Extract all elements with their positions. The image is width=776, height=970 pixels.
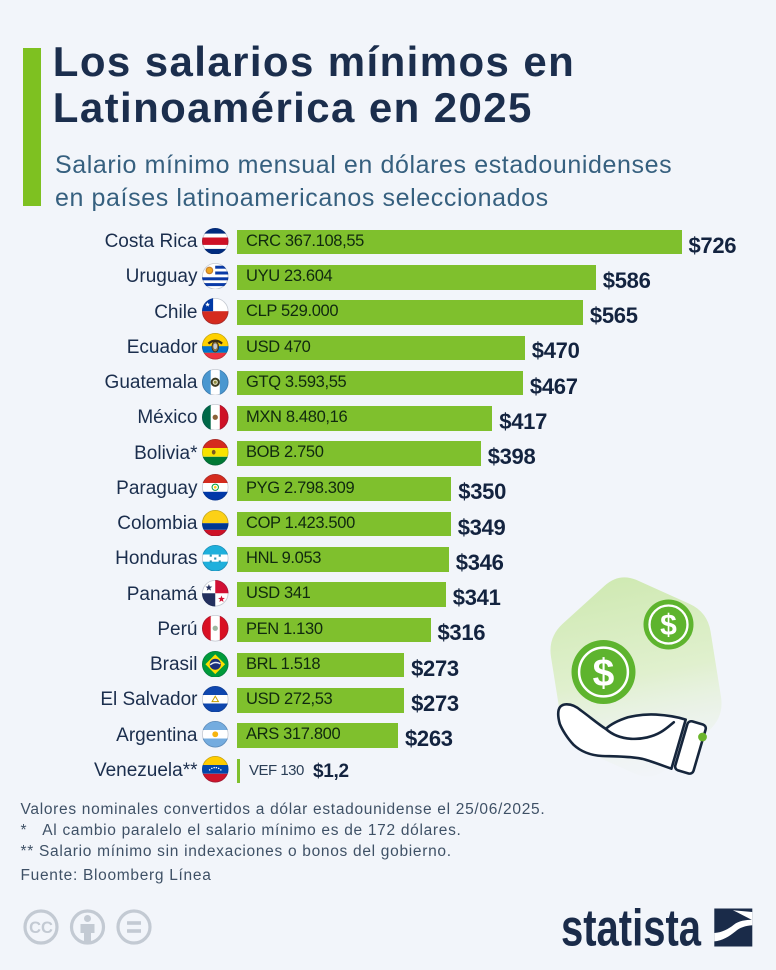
svg-text:$: $ xyxy=(593,652,615,695)
svg-text:statista: statista xyxy=(561,899,702,955)
svg-text:$: $ xyxy=(660,609,677,642)
svg-text:CC: CC xyxy=(29,919,53,937)
